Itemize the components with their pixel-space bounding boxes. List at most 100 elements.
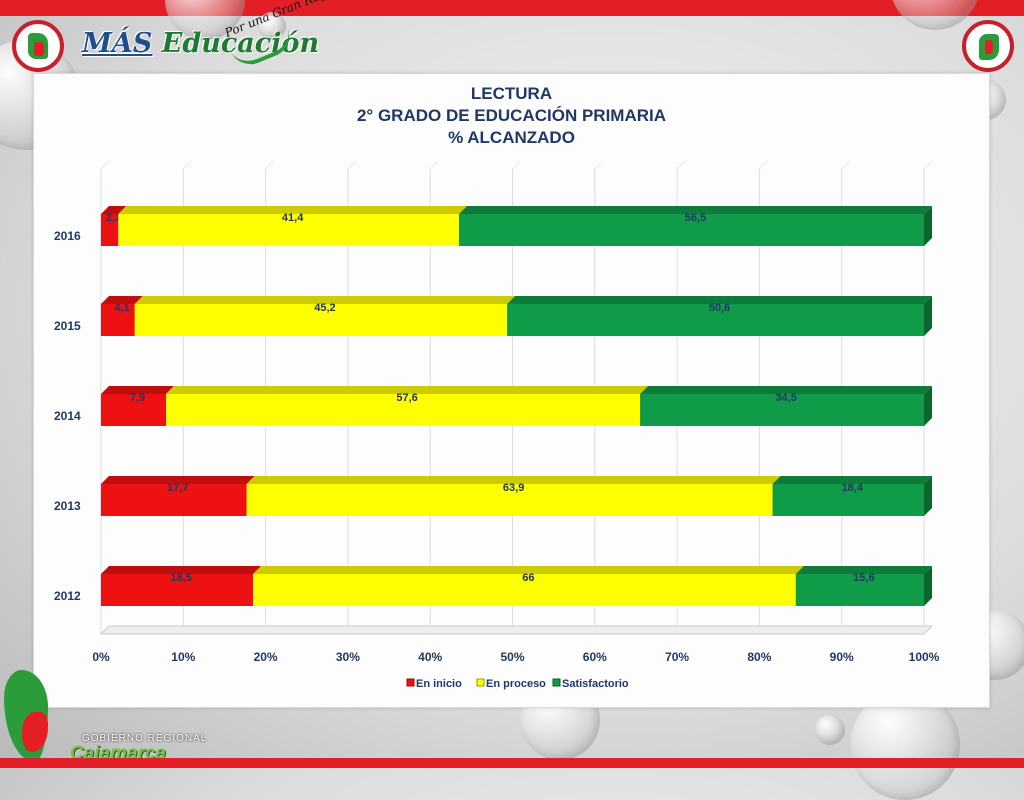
bar-front-face [118, 214, 460, 246]
chart-title-line-3: % ALCANZADO [448, 128, 575, 147]
bar-front-face [101, 304, 135, 336]
stacked-bar-chart: 0% 10% 20% 30% 40% 50% 60% 70% 80% 90% 100% 2016 2,1… [54, 160, 940, 690]
x-tick-label: 10% [171, 650, 195, 664]
bar-segment [134, 296, 516, 336]
gridline-depth [594, 160, 604, 170]
gridline-depth [759, 160, 768, 170]
data-label: 17,7 [167, 482, 188, 494]
bar-side-face [924, 476, 932, 516]
bar-top-face [507, 296, 932, 304]
chart-title-line-2: 2° GRADO DE EDUCACIÓN PRIMARIA [356, 106, 667, 125]
left-seal-logo [12, 20, 64, 72]
bar-front-face [253, 574, 796, 606]
bar-top-face [101, 476, 255, 484]
brand-mas: MÁS [82, 28, 153, 59]
bar-front-face [101, 394, 167, 426]
legend-label: En inicio [416, 678, 462, 690]
top-red-bar [0, 0, 1024, 16]
bar-front-face [459, 214, 924, 246]
bar-top-face [118, 206, 468, 214]
gridline-depth [182, 160, 192, 170]
x-tick-label: 20% [254, 650, 278, 664]
legend-swatch [476, 678, 485, 687]
brand-educacion: Educación [161, 28, 320, 59]
bar-front-face [166, 394, 641, 426]
bar-top-face [772, 476, 932, 484]
bottom-red-bar [0, 758, 1024, 768]
bar-top-face [166, 386, 649, 394]
legend-label: Satisfactorio [562, 678, 629, 690]
bar-segment [101, 296, 143, 336]
legend-swatch [552, 678, 561, 687]
bar-top-face [101, 566, 262, 574]
bar-segment [101, 386, 175, 426]
data-label: 34,5 [775, 392, 796, 404]
bar-segment [640, 386, 932, 426]
gridline-depth [347, 160, 357, 170]
bar-front-face [101, 574, 254, 606]
decorative-bubble [815, 715, 845, 745]
bar-side-face [924, 566, 932, 606]
bar-segment [101, 206, 127, 246]
decorative-bubble [258, 12, 286, 40]
chart-title-line-1: LECTURA [470, 84, 553, 103]
data-label: 50,6 [709, 302, 730, 314]
data-label: 18,5 [170, 572, 191, 584]
bar-segment [101, 476, 255, 516]
gridline-depth [841, 160, 851, 170]
data-label: 15,6 [853, 572, 874, 584]
bar-segment [166, 386, 649, 426]
bar-segment [253, 566, 804, 606]
chart-panel: LECTURA 2° GRADO DE EDUCACIÓN PRIMARIA %… [33, 73, 990, 708]
data-label: 56,5 [685, 212, 706, 224]
category-label: 2016 [54, 229, 81, 243]
gridline-depth [512, 160, 521, 170]
data-label: 45,2 [314, 302, 335, 314]
x-tick-label: 60% [583, 650, 607, 664]
data-label: 57,6 [396, 392, 417, 404]
mas-educacion-logo: MÁS Educación [82, 28, 319, 59]
bar-front-face [772, 484, 924, 516]
data-label: 2,1 [106, 212, 121, 224]
data-label: 41,4 [282, 212, 304, 224]
data-label: 7,9 [130, 392, 145, 404]
x-tick-label: 0% [92, 650, 110, 664]
bar-top-face [101, 386, 175, 394]
category-label: 2014 [54, 409, 81, 423]
bar-segment [246, 476, 781, 516]
category-label: 2013 [54, 499, 81, 513]
bar-top-face [459, 206, 932, 214]
bar-side-face [924, 386, 932, 426]
bar-front-face [134, 304, 508, 336]
legend-swatch [406, 678, 415, 687]
footer-gobierno-regional: GOBIERNO REGIONAL [82, 733, 208, 744]
decorative-bubble [890, 0, 980, 30]
bar-top-face [640, 386, 932, 394]
legend-label: En proceso [486, 678, 546, 690]
bar-segment [772, 476, 932, 516]
bar-front-face [640, 394, 924, 426]
gridline-depth [429, 160, 439, 170]
category-label: 2015 [54, 319, 81, 333]
bar-segment [101, 566, 262, 606]
x-tick-label: 40% [418, 650, 442, 664]
category-label: 2012 [54, 589, 81, 603]
x-tick-label: 50% [500, 650, 524, 664]
bar-front-face [507, 304, 924, 336]
right-seal-logo [962, 20, 1014, 72]
x-tick-label: 100% [909, 650, 940, 664]
bar-front-face [246, 484, 773, 516]
bar-top-face [246, 476, 781, 484]
bar-segment [507, 296, 932, 336]
x-tick-label: 90% [830, 650, 854, 664]
gridline-depth [265, 160, 274, 170]
gridline-depth [676, 160, 686, 170]
gridline-depth [100, 160, 110, 170]
data-label: 4,1 [114, 302, 129, 314]
bar-front-face [101, 214, 119, 246]
bar-front-face [795, 574, 924, 606]
gridline-depth [923, 160, 933, 170]
bar-top-face [253, 566, 804, 574]
x-tick-label: 80% [747, 650, 771, 664]
bar-top-face [134, 296, 516, 304]
